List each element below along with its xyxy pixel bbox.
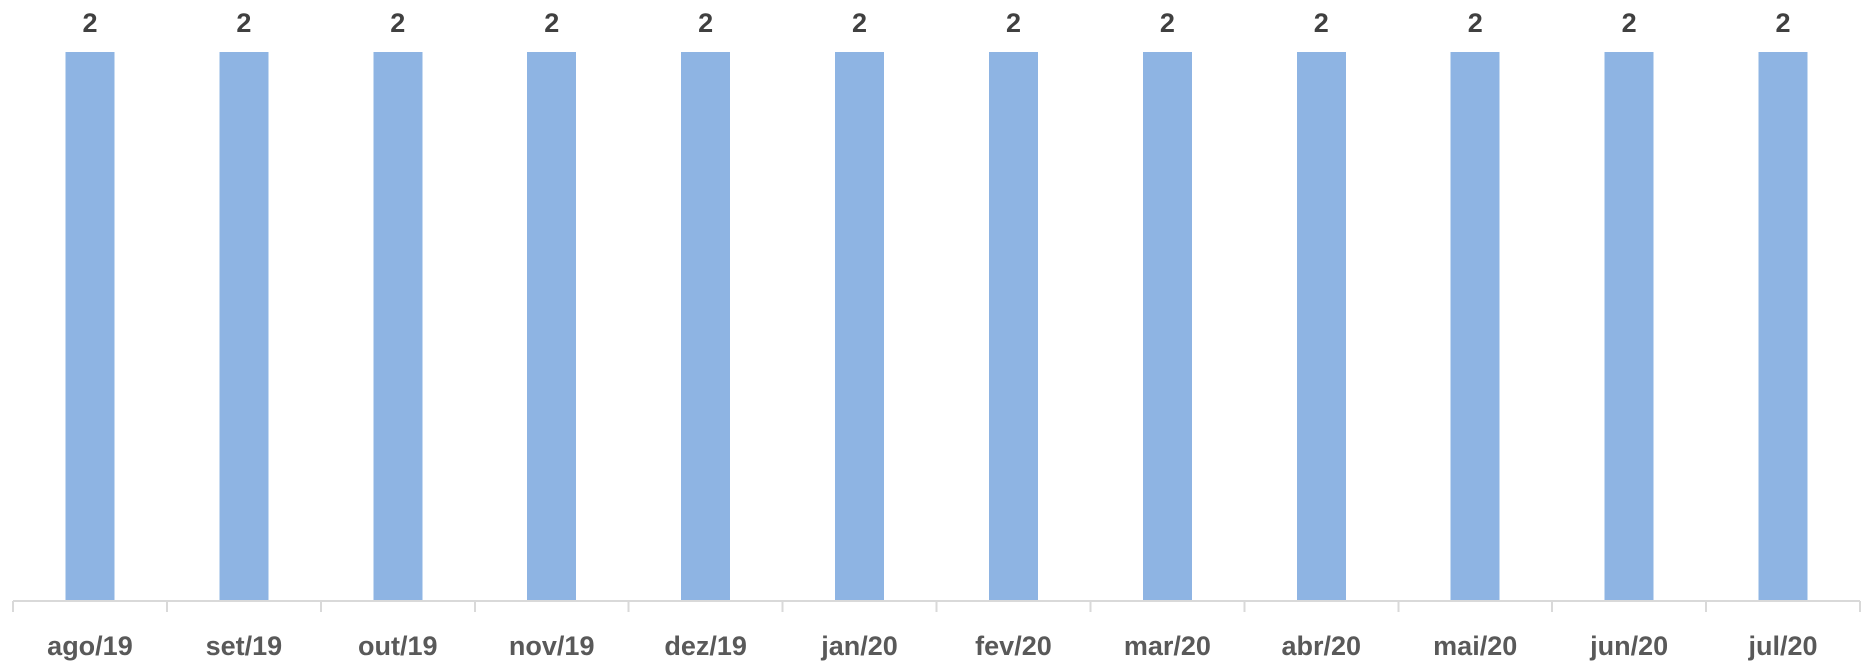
- bar: [219, 52, 269, 601]
- bar-value-label: 2: [1006, 8, 1021, 38]
- bar-value-label: 2: [236, 8, 251, 38]
- x-tick-label: mai/20: [1433, 631, 1517, 661]
- bar: [1604, 52, 1654, 601]
- bar: [681, 52, 731, 601]
- x-axis: [12, 600, 1861, 612]
- bar: [988, 52, 1038, 601]
- bar: [527, 52, 577, 601]
- x-tick-label: out/19: [358, 631, 438, 661]
- value-labels-layer: 2 2 2 2 2 2 2 2 2 2 2 2: [82, 8, 1790, 38]
- bar-value-label: 2: [1314, 8, 1329, 38]
- bar-value-label: 2: [1776, 8, 1791, 38]
- bar: [1142, 52, 1192, 601]
- bar: [373, 52, 423, 601]
- bars-layer: [65, 52, 1808, 601]
- x-tick-label: fev/20: [975, 631, 1052, 661]
- bar: [65, 52, 115, 601]
- bar-value-label: 2: [1468, 8, 1483, 38]
- bar: [1296, 52, 1346, 601]
- category-labels-layer: ago/19 set/19 out/19 nov/19 dez/19 jan/20 fev/…: [47, 631, 1817, 661]
- x-tick-label: mar/20: [1124, 631, 1211, 661]
- bar-value-label: 2: [1160, 8, 1175, 38]
- x-tick-label: abr/20: [1282, 631, 1362, 661]
- bar-value-label: 2: [390, 8, 405, 38]
- x-tick-label: jan/20: [820, 631, 898, 661]
- bar: [835, 52, 885, 601]
- x-tick-label: nov/19: [509, 631, 595, 661]
- bar-value-label: 2: [698, 8, 713, 38]
- bar: [1450, 52, 1500, 601]
- x-tick-label: set/19: [206, 631, 283, 661]
- bar-value-label: 2: [82, 8, 97, 38]
- bar-value-label: 2: [1622, 8, 1637, 38]
- bar-value-label: 2: [852, 8, 867, 38]
- bar-value-label: 2: [544, 8, 559, 38]
- bar: [1758, 52, 1808, 601]
- x-tick-label: ago/19: [47, 631, 133, 661]
- x-tick-label: dez/19: [664, 631, 747, 661]
- x-tick-label: jul/20: [1748, 631, 1818, 661]
- x-tick-label: jun/20: [1589, 631, 1668, 661]
